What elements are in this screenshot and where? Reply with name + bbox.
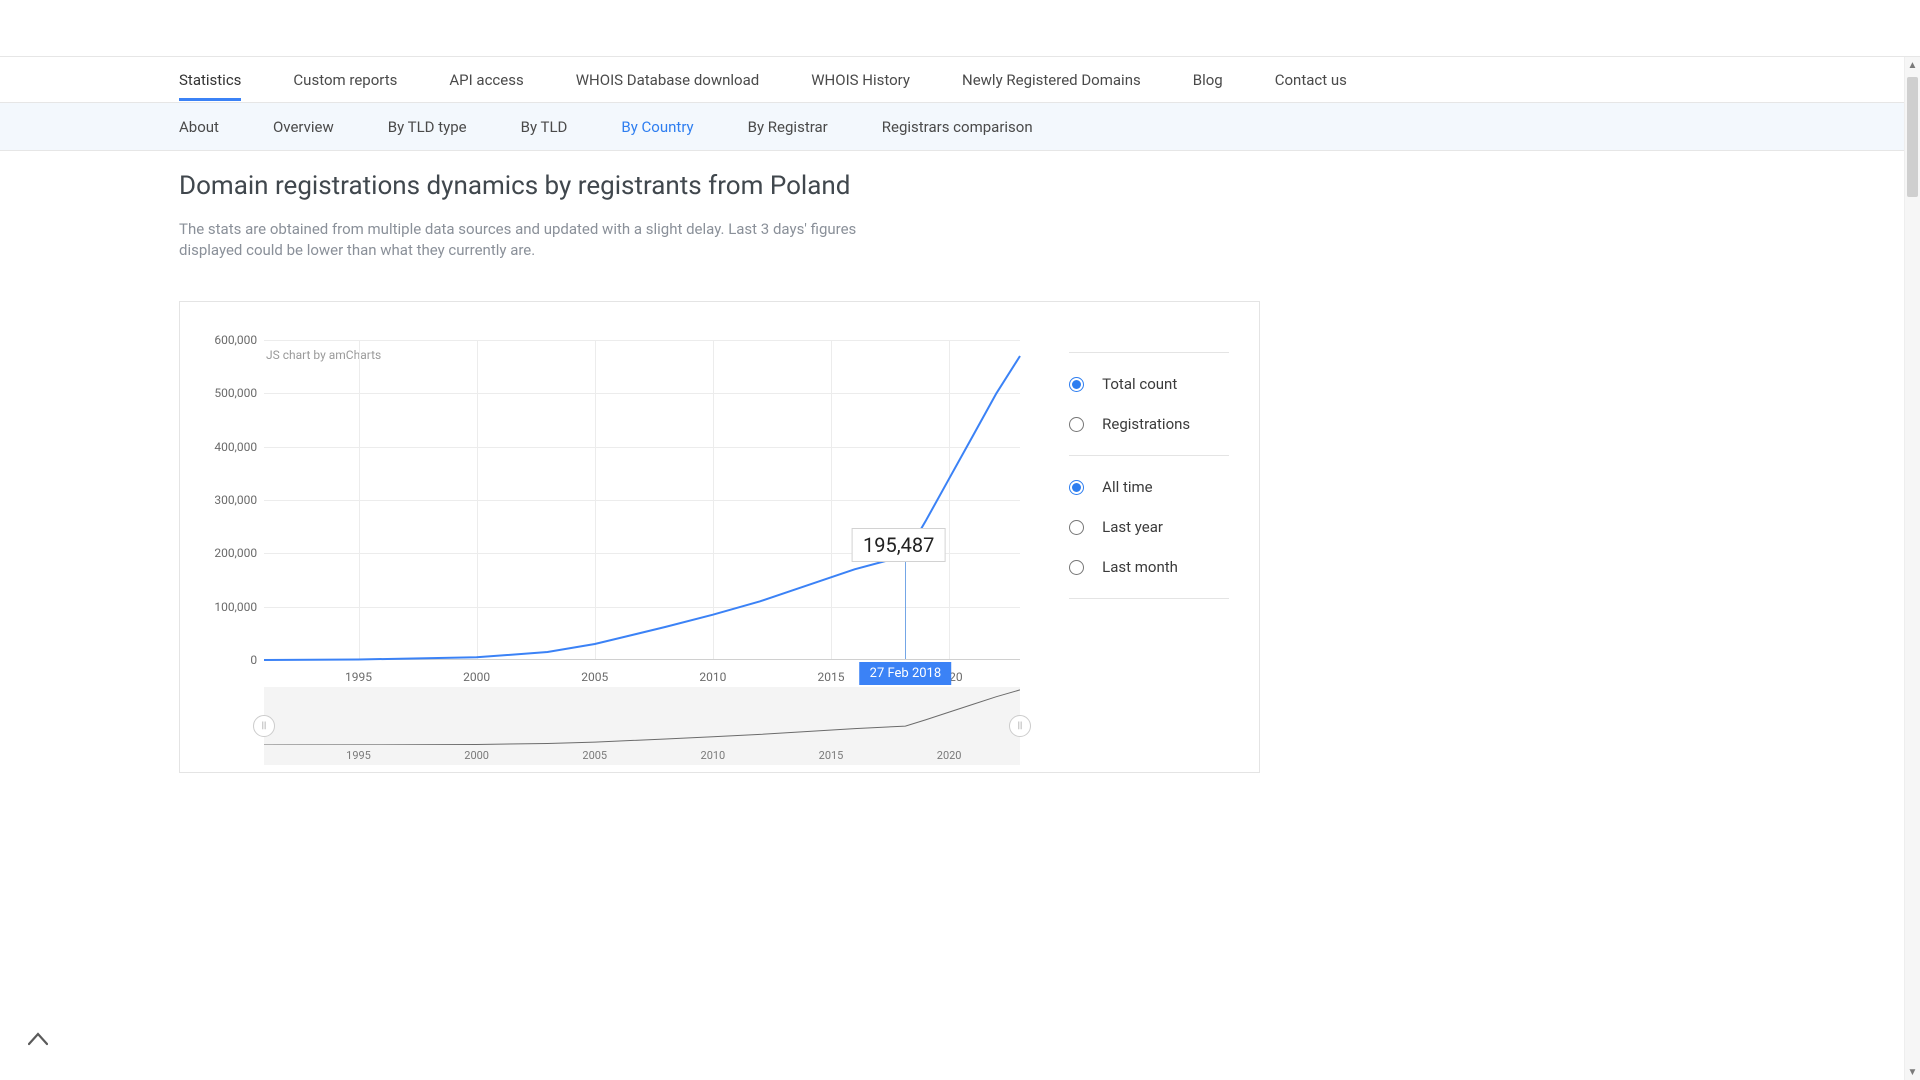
nav-api-access[interactable]: API access	[449, 59, 523, 100]
y-axis-label: 300,000	[214, 493, 257, 507]
chart-plot[interactable]: 195,487	[264, 340, 1020, 660]
radio-total-count[interactable]	[1069, 377, 1084, 392]
header-blank	[0, 0, 1920, 57]
y-axis-label: 400,000	[214, 440, 257, 454]
y-axis-label: 0	[250, 653, 257, 667]
option-last-year[interactable]: Last year	[1069, 518, 1229, 536]
primary-nav: Statistics Custom reports API access WHOIS …	[0, 57, 1920, 103]
option-label: All time	[1102, 478, 1152, 496]
divider	[1069, 455, 1229, 456]
radio-registrations[interactable]	[1069, 417, 1084, 432]
tooltip-value: 195,487	[852, 528, 945, 562]
sub-nav: About Overview By TLD type By TLD By Country…	[0, 103, 1920, 151]
scrubber-x-label: 2000	[464, 749, 489, 762]
scrubber-x-label: 1995	[346, 749, 371, 762]
vertical-scrollbar[interactable]: ▲ ▼	[1904, 57, 1920, 1080]
option-label: Registrations	[1102, 415, 1190, 433]
subnav-by-tld-type[interactable]: By TLD type	[388, 118, 467, 136]
y-axis-label: 600,000	[214, 333, 257, 347]
x-axis-label: 2010	[699, 670, 726, 684]
chart-panel: JS chart by amCharts 195,487 || || 19952…	[179, 301, 1260, 773]
scrubber-x-label: 2020	[937, 749, 962, 762]
nav-newly-registered-domains[interactable]: Newly Registered Domains	[962, 59, 1141, 100]
tooltip-date-badge: 27 Feb 2018	[860, 662, 952, 685]
chart-area[interactable]: JS chart by amCharts 195,487 || || 19952…	[210, 332, 1029, 772]
subnav-by-country[interactable]: By Country	[621, 118, 693, 136]
scrollbar-up-arrow[interactable]: ▲	[1905, 57, 1920, 73]
option-label: Last month	[1102, 558, 1178, 576]
radio-all-time[interactable]	[1069, 480, 1084, 495]
nav-whois-database-download[interactable]: WHOIS Database download	[576, 59, 760, 100]
scrubber-x-label: 2015	[819, 749, 844, 762]
option-total-count[interactable]: Total count	[1069, 375, 1229, 393]
divider	[1069, 352, 1229, 353]
chart-line	[264, 340, 1020, 660]
y-axis-label: 500,000	[214, 386, 257, 400]
chart-options-sidebar: Total count Registrations All time Last ye…	[1069, 332, 1229, 772]
page-subtitle: The stats are obtained from multiple dat…	[179, 219, 899, 261]
tooltip-guide-line	[905, 556, 906, 659]
x-axis-label: 1995	[345, 670, 372, 684]
nav-custom-reports[interactable]: Custom reports	[293, 59, 397, 100]
nav-contact-us[interactable]: Contact us	[1275, 59, 1347, 100]
option-registrations[interactable]: Registrations	[1069, 415, 1229, 433]
option-last-month[interactable]: Last month	[1069, 558, 1229, 576]
x-axis-label: 2005	[581, 670, 608, 684]
radio-last-month[interactable]	[1069, 560, 1084, 575]
x-axis-label: 2000	[463, 670, 490, 684]
subnav-about[interactable]: About	[179, 118, 219, 136]
subnav-by-tld[interactable]: By TLD	[521, 118, 568, 136]
scrollbar-thumb[interactable]	[1907, 77, 1918, 197]
y-axis-label: 100,000	[214, 600, 257, 614]
page-title: Domain registrations dynamics by registr…	[179, 171, 1741, 201]
subnav-overview[interactable]: Overview	[273, 118, 334, 136]
scrubber-x-label: 2005	[582, 749, 607, 762]
nav-statistics[interactable]: Statistics	[179, 59, 241, 100]
option-all-time[interactable]: All time	[1069, 478, 1229, 496]
scrubber-line	[264, 687, 1020, 745]
scrollbar-down-arrow[interactable]: ▼	[1905, 1064, 1920, 1080]
chart-scrubber[interactable]: || || 199520002005201020152020	[264, 687, 1020, 765]
scrubber-x-label: 2010	[701, 749, 726, 762]
radio-last-year[interactable]	[1069, 520, 1084, 535]
subnav-by-registrar[interactable]: By Registrar	[748, 118, 828, 136]
option-label: Total count	[1102, 375, 1177, 393]
divider	[1069, 598, 1229, 599]
subnav-registrars-comparison[interactable]: Registrars comparison	[882, 118, 1033, 136]
option-label: Last year	[1102, 518, 1163, 536]
scroll-to-top-button[interactable]	[28, 1027, 48, 1052]
nav-whois-history[interactable]: WHOIS History	[811, 59, 910, 100]
nav-blog[interactable]: Blog	[1193, 59, 1223, 100]
x-axis-label: 2015	[818, 670, 845, 684]
y-axis-label: 200,000	[214, 546, 257, 560]
